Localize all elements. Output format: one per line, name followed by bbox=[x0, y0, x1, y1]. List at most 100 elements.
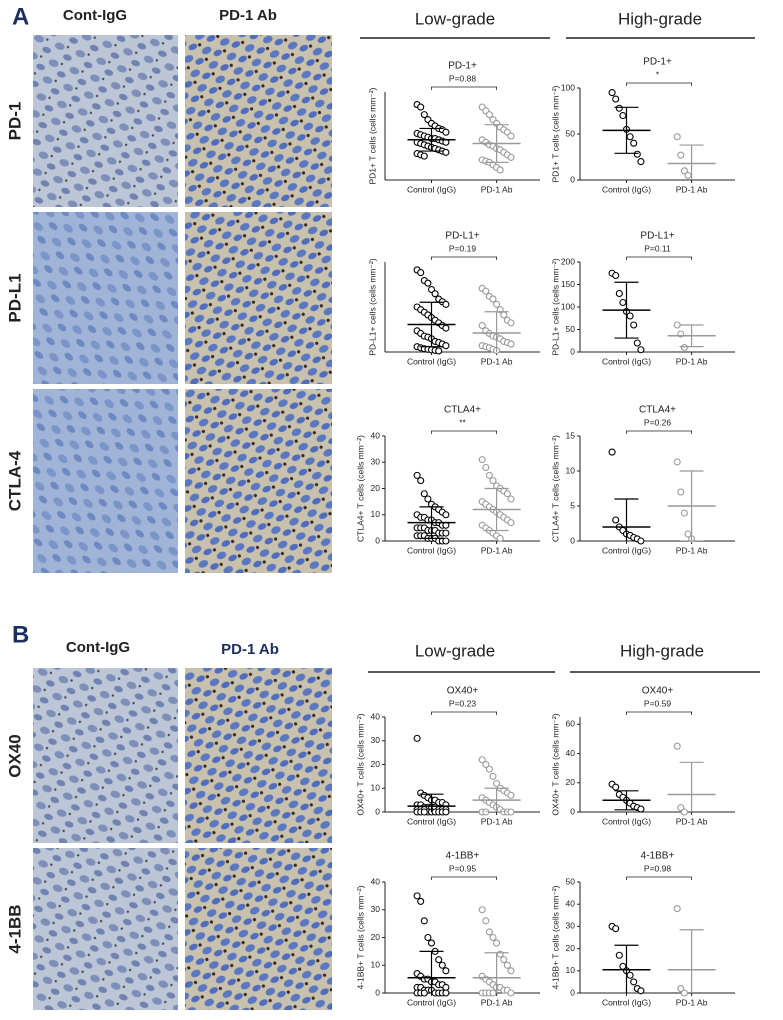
data-point bbox=[442, 300, 450, 308]
dot-plot: 4-1BB+P=0.98 4-1BB+ T cells (cells mm⁻²) 0… bbox=[550, 851, 735, 1007]
chart-title: PD-L1+ bbox=[445, 231, 479, 242]
column-header: Cont-IgG bbox=[66, 639, 130, 656]
annotation: P=0.23 bbox=[449, 698, 476, 708]
bracket bbox=[626, 711, 692, 715]
row-label: PD-1 bbox=[5, 102, 24, 141]
data-point bbox=[615, 104, 623, 112]
column-header: PD-1 Ab bbox=[221, 641, 279, 658]
data-point bbox=[612, 783, 620, 791]
column-header: Cont-IgG bbox=[63, 7, 127, 24]
data-point bbox=[442, 342, 450, 350]
y-tick-label: 0 bbox=[375, 535, 380, 545]
panel-label: B bbox=[12, 621, 29, 648]
annotation: P=0.88 bbox=[449, 73, 476, 83]
y-tick-label: 10 bbox=[371, 783, 381, 793]
y-tick-label: 30 bbox=[566, 921, 576, 931]
data-point bbox=[417, 103, 425, 111]
data-point bbox=[424, 279, 432, 287]
data-point bbox=[489, 295, 497, 303]
data-point bbox=[496, 534, 504, 542]
bracket bbox=[431, 256, 497, 260]
data-point bbox=[507, 153, 515, 161]
data-point bbox=[485, 471, 493, 479]
data-point bbox=[637, 346, 645, 354]
y-tick-label: 5 bbox=[570, 500, 575, 510]
data-point bbox=[673, 458, 681, 466]
y-tick-label: 60 bbox=[566, 719, 576, 729]
x-tick-label: PD-1 Ab bbox=[676, 356, 708, 366]
x-tick-label: PD-1 Ab bbox=[481, 356, 513, 366]
y-tick-label: 200 bbox=[561, 256, 575, 266]
data-point bbox=[489, 772, 497, 780]
data-point bbox=[608, 89, 616, 97]
y-tick-label: 10 bbox=[371, 960, 381, 970]
y-tick-label: 0 bbox=[375, 806, 380, 816]
data-point bbox=[417, 897, 425, 905]
x-tick-label: Control (IgG) bbox=[602, 356, 651, 366]
data-point bbox=[637, 987, 645, 995]
micrograph bbox=[185, 35, 332, 207]
x-tick-label: PD-1 Ab bbox=[676, 816, 708, 826]
row-label: CTLA-4 bbox=[5, 450, 24, 511]
data-point bbox=[482, 463, 490, 472]
x-tick-label: PD-1 Ab bbox=[481, 816, 513, 826]
y-tick-label: 40 bbox=[371, 876, 381, 886]
data-point bbox=[633, 150, 641, 158]
data-point bbox=[424, 495, 432, 503]
data-point bbox=[489, 933, 497, 942]
data-point bbox=[482, 917, 490, 925]
data-point bbox=[673, 321, 681, 329]
x-tick-label: Control (IgG) bbox=[407, 184, 456, 194]
y-tick-label: 0 bbox=[570, 806, 575, 816]
y-tick-label: 50 bbox=[566, 324, 576, 334]
chart-title: 4-1BB+ bbox=[446, 851, 480, 862]
micrograph bbox=[33, 212, 178, 384]
section-header: Low-grade bbox=[415, 641, 495, 660]
data-point bbox=[478, 456, 486, 464]
data-point bbox=[619, 112, 627, 120]
dot-plot: PD-1+P=0.88 PD1+ T cells (cells mm⁻²) Cont… bbox=[367, 61, 540, 194]
data-point bbox=[489, 477, 497, 485]
y-tick-label: 40 bbox=[566, 748, 576, 758]
micrograph bbox=[33, 35, 178, 207]
row-label: 4-1BB bbox=[5, 904, 24, 953]
y-tick-label: 10 bbox=[566, 465, 576, 475]
data-point bbox=[626, 133, 634, 141]
data-point bbox=[438, 961, 446, 969]
chart-title: 4-1BB+ bbox=[641, 851, 675, 862]
data-point bbox=[507, 791, 515, 799]
data-point bbox=[442, 808, 450, 816]
data-point bbox=[630, 321, 638, 329]
data-point bbox=[413, 892, 421, 900]
y-tick-label: 0 bbox=[570, 987, 575, 997]
x-tick-label: PD-1 Ab bbox=[676, 997, 708, 1007]
data-point bbox=[630, 139, 638, 147]
data-point bbox=[507, 967, 515, 975]
annotation: P=0.26 bbox=[644, 417, 671, 427]
dot-plot: 4-1BB+P=0.95 4-1BB+ T cells (cells mm⁻²) 0… bbox=[355, 851, 540, 1007]
annotation: P=0.11 bbox=[644, 243, 671, 253]
y-axis-label: PD-L1+ cells (cells mm⁻²) bbox=[367, 258, 377, 355]
data-point bbox=[615, 289, 623, 298]
y-axis-label: PD1+ T cells (cells mm⁻²) bbox=[550, 85, 560, 182]
annotation: * bbox=[656, 69, 660, 79]
data-point bbox=[673, 133, 681, 141]
y-axis-label: OX40+ T cells (cells mm⁻²) bbox=[550, 713, 560, 815]
data-point bbox=[420, 989, 428, 997]
data-point bbox=[680, 509, 688, 517]
data-point bbox=[626, 312, 634, 320]
data-point bbox=[442, 989, 450, 997]
data-point bbox=[478, 906, 486, 914]
x-tick-label: Control (IgG) bbox=[602, 184, 651, 194]
data-point bbox=[673, 905, 681, 913]
data-point bbox=[619, 298, 627, 307]
data-point bbox=[485, 111, 493, 119]
y-tick-label: 20 bbox=[566, 777, 576, 787]
data-point bbox=[435, 956, 443, 964]
data-point bbox=[489, 989, 497, 997]
data-point bbox=[478, 756, 486, 764]
dot-plot: PD-1+* PD1+ T cells (cells mm⁻²) 0 50 100 Con… bbox=[550, 57, 735, 194]
dot-plot: PD-L1+P=0.19 PD-L1+ cells (cells mm⁻²) Con… bbox=[367, 231, 540, 366]
data-point bbox=[507, 340, 515, 348]
bracket bbox=[626, 256, 692, 260]
